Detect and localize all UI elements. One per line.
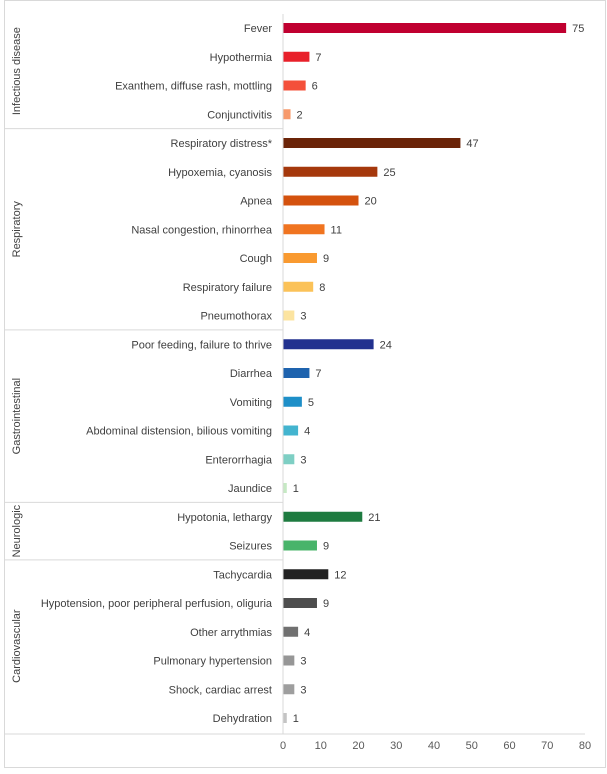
data-label: 1 — [293, 713, 299, 725]
data-label: 6 — [312, 81, 318, 93]
bar — [283, 684, 295, 695]
bar — [283, 51, 310, 62]
category-label: Cough — [240, 253, 272, 265]
data-label: 8 — [319, 282, 325, 294]
category-label: Seizures — [229, 541, 272, 553]
bar — [283, 598, 317, 608]
data-label: 2 — [297, 109, 303, 121]
data-label: 4 — [304, 627, 310, 639]
bar — [283, 253, 317, 263]
chart-frame — [4, 0, 606, 768]
group-label: Neurologic — [11, 504, 23, 557]
data-label: 3 — [300, 684, 306, 696]
data-label: 3 — [300, 656, 306, 668]
data-label: 20 — [365, 196, 377, 208]
bar — [283, 425, 299, 436]
category-label: Fever — [244, 23, 272, 35]
data-label: 3 — [300, 454, 306, 466]
bar — [283, 540, 317, 551]
bar — [283, 655, 295, 666]
bar — [283, 23, 567, 33]
data-label: 11 — [331, 224, 342, 236]
category-label: Respiratory distress* — [171, 138, 273, 150]
category-label: Hypotonia, lethargy — [177, 512, 272, 524]
bar — [283, 166, 378, 177]
data-label: 21 — [368, 512, 380, 524]
group-label: Respiratory — [11, 201, 23, 258]
category-label: Hypotension, poor peripheral perfusion, … — [41, 598, 273, 610]
x-tick-label: 40 — [428, 740, 440, 752]
data-label: 7 — [315, 52, 321, 64]
bar — [283, 511, 363, 522]
group-label: Infectious disease — [11, 27, 23, 115]
bar — [283, 454, 295, 465]
category-label: Apnea — [240, 196, 273, 208]
group-label: Cardiovascular — [11, 609, 23, 683]
data-label: 25 — [383, 167, 395, 179]
x-tick-label: 10 — [315, 740, 327, 752]
bar — [283, 224, 325, 235]
category-label: Vomiting — [230, 397, 272, 409]
category-label: Poor feeding, failure to thrive — [131, 339, 272, 351]
x-tick-label: 0 — [280, 740, 286, 752]
bar — [283, 80, 306, 91]
category-label: Pneumothorax — [200, 311, 272, 323]
data-label: 7 — [315, 368, 321, 380]
data-label: 75 — [572, 23, 584, 35]
category-label: Exanthem, diffuse rash, mottling — [115, 81, 272, 93]
bar — [283, 483, 287, 493]
x-tick-label: 20 — [352, 740, 364, 752]
data-label: 9 — [323, 253, 329, 265]
category-label: Pulmonary hypertension — [153, 656, 272, 668]
data-label: 12 — [334, 569, 346, 581]
category-label: Shock, cardiac arrest — [169, 684, 272, 696]
bar — [283, 109, 291, 120]
group-label: Gastrointestinal — [11, 378, 23, 454]
category-label: Hypoxemia, cyanosis — [168, 167, 272, 179]
bar — [283, 310, 295, 321]
data-label: 24 — [380, 339, 392, 351]
bar — [283, 368, 310, 378]
data-label: 9 — [323, 598, 329, 610]
data-label: 3 — [300, 311, 306, 323]
data-label: 5 — [308, 397, 314, 409]
data-label: 4 — [304, 426, 310, 438]
category-label: Nasal congestion, rhinorrhea — [131, 224, 273, 236]
data-label: 9 — [323, 541, 329, 553]
x-tick-label: 60 — [503, 740, 515, 752]
bar — [283, 339, 374, 350]
category-label: Enterorrhagia — [205, 454, 273, 466]
category-label: Conjunctivitis — [207, 109, 272, 121]
category-label: Dehydration — [213, 713, 272, 725]
category-label: Diarrhea — [230, 368, 273, 380]
data-label: 47 — [466, 138, 478, 150]
bar — [283, 195, 359, 206]
category-label: Other arrythmias — [190, 627, 272, 639]
category-label: Respiratory failure — [183, 282, 272, 294]
x-tick-label: 80 — [579, 740, 591, 752]
bar — [283, 626, 299, 637]
data-label: 1 — [293, 483, 299, 495]
x-tick-label: 50 — [466, 740, 478, 752]
category-label: Jaundice — [228, 483, 272, 495]
x-tick-label: 70 — [541, 740, 553, 752]
category-label: Abdominal distension, bilious vomiting — [86, 426, 272, 438]
bar — [283, 138, 461, 148]
category-label: Tachycardia — [213, 569, 273, 581]
category-label: Hypothermia — [210, 52, 273, 64]
bar — [283, 713, 287, 723]
x-tick-label: 30 — [390, 740, 402, 752]
bar — [283, 396, 302, 407]
bar — [283, 569, 329, 580]
bar — [283, 281, 314, 292]
